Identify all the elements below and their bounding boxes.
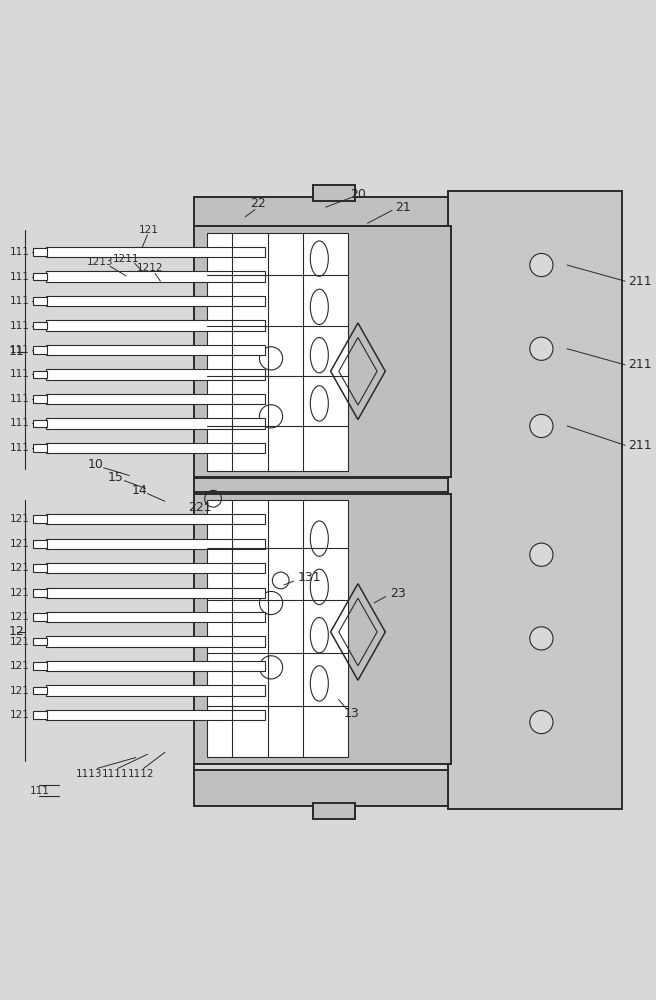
Text: 111: 111 [10,394,30,404]
Text: 111: 111 [10,369,30,379]
Bar [46,563,264,573]
Bar [33,662,47,670]
Bar [33,613,47,621]
Text: 1112: 1112 [128,769,154,779]
Text: 10: 10 [88,458,104,471]
Bar [46,539,264,549]
Bar [46,710,264,720]
Text: 121: 121 [10,710,30,720]
Bar [313,803,355,819]
Bar [194,197,448,226]
Bar [46,320,264,331]
Text: 14: 14 [131,484,147,497]
Bar [46,661,264,671]
Text: 111: 111 [10,247,30,257]
Bar [33,540,47,548]
Text: 121: 121 [10,686,30,696]
Bar [46,443,264,453]
Text: 1111: 1111 [102,769,129,779]
Text: 111: 111 [30,786,49,796]
Text: 211: 211 [628,275,652,288]
Bar [207,500,348,757]
Bar [46,345,264,355]
Text: 13: 13 [344,707,359,720]
Text: 121: 121 [10,563,30,573]
Bar [33,297,47,305]
Bar [33,638,47,645]
Bar [33,273,47,280]
Text: 111: 111 [10,321,30,331]
Bar [33,346,47,354]
Text: 111: 111 [10,272,30,282]
Text: 211: 211 [628,358,652,371]
Text: 15: 15 [108,471,123,484]
Text: 121: 121 [10,588,30,598]
Text: 111: 111 [10,296,30,306]
Bar [33,564,47,572]
Bar [33,322,47,329]
Text: 121: 121 [10,539,30,549]
Bar [46,685,264,696]
Text: 1211: 1211 [113,254,140,264]
Circle shape [530,710,553,734]
Bar [46,612,264,622]
Bar [313,185,355,201]
Bar [207,233,348,471]
Text: 211: 211 [628,439,652,452]
Bar [33,248,47,256]
Bar [46,394,264,404]
Text: 20: 20 [350,188,366,201]
Bar [33,420,47,427]
Bar [46,271,264,282]
Text: 11: 11 [9,345,25,358]
Bar [46,296,264,306]
Text: 121: 121 [139,225,159,235]
Text: 221: 221 [188,501,212,514]
Bar [33,589,47,597]
Text: 121: 121 [10,661,30,671]
Bar [33,711,47,719]
Bar [46,369,264,380]
Text: 121: 121 [10,637,30,647]
Text: 12: 12 [9,625,25,638]
Text: 22: 22 [251,197,266,210]
Circle shape [530,414,553,438]
Bar [33,687,47,694]
Bar [33,444,47,452]
Circle shape [530,337,553,360]
Text: 111: 111 [10,443,30,453]
Text: 1212: 1212 [137,263,163,273]
Bar [194,478,448,492]
Bar [448,191,622,809]
Bar [33,515,47,523]
Bar [33,371,47,378]
Bar [194,494,451,764]
Bar [194,226,451,477]
Bar [46,514,264,524]
Bar [46,636,264,647]
Text: 21: 21 [395,201,411,214]
Text: 1213: 1213 [87,257,113,267]
Circle shape [530,253,553,277]
Circle shape [530,543,553,566]
Text: 121: 121 [10,612,30,622]
Bar [33,395,47,403]
Bar [46,247,264,257]
Circle shape [530,627,553,650]
Text: 23: 23 [390,587,405,600]
Text: 111: 111 [10,418,30,428]
Bar [194,770,448,806]
Text: 1113: 1113 [76,769,103,779]
Text: 131: 131 [298,571,321,584]
Text: 121: 121 [10,514,30,524]
Bar [46,418,264,429]
Text: 111: 111 [10,345,30,355]
Bar [46,588,264,598]
